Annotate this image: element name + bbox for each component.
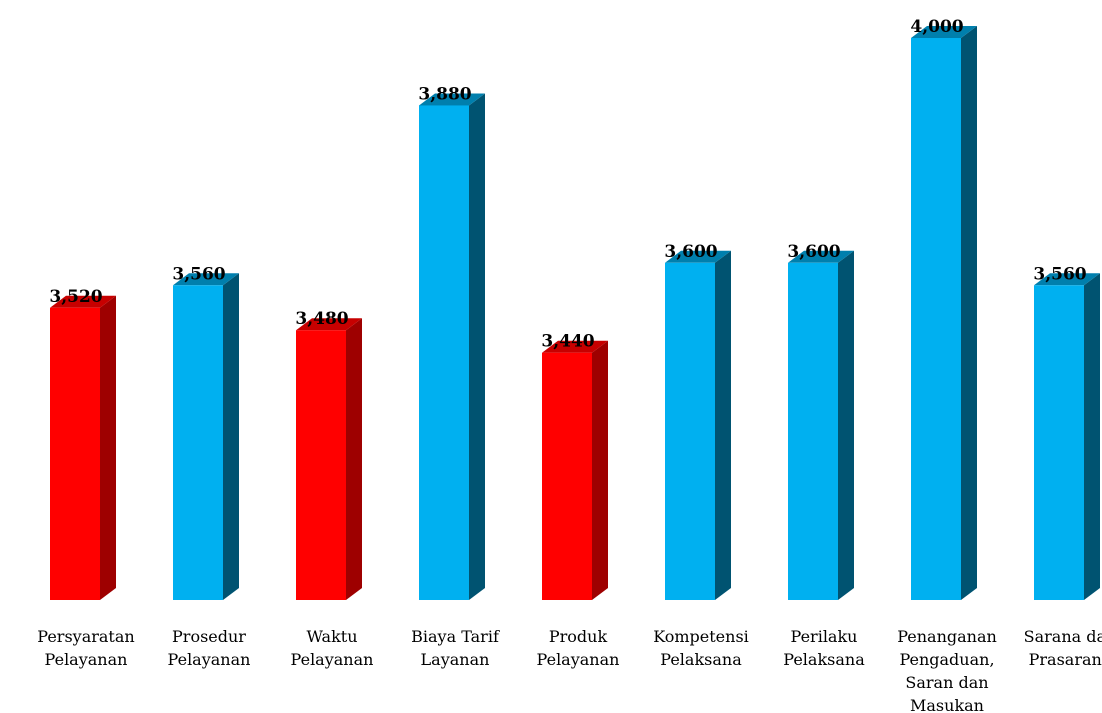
bar-side-face: [346, 318, 362, 600]
bar-3: [296, 318, 362, 600]
bar-side-face: [715, 250, 731, 601]
value-label: 3,520: [49, 287, 102, 307]
bar-side-face: [961, 26, 977, 600]
category-label: Penanganan Pengaduan, Saran dan Masukan: [897, 627, 997, 713]
value-label: 3,600: [787, 242, 840, 262]
bar-front-face: [665, 262, 715, 600]
bar-side-face: [469, 93, 485, 600]
bar-9: [1034, 273, 1100, 600]
value-label: 3,440: [541, 332, 594, 352]
bar-5: [542, 340, 608, 600]
bar-top-face: [788, 250, 854, 263]
bar-top-face: [542, 340, 608, 353]
bar-side-face: [838, 250, 854, 601]
value-label: 3,560: [172, 264, 225, 284]
bar-side-face: [1084, 273, 1100, 600]
bar-side-face: [592, 340, 608, 600]
bar-front-face: [911, 38, 961, 600]
bar-front-face: [50, 307, 100, 600]
bar-top-face: [1034, 273, 1100, 286]
bar-front-face: [542, 352, 592, 600]
bar-front-face: [296, 330, 346, 600]
category-label: Produk Pelayanan: [537, 627, 620, 669]
bar-top-face: [50, 295, 116, 308]
bar-top-face: [911, 26, 977, 38]
bar-side-face: [223, 273, 239, 600]
bar-6: [665, 250, 731, 601]
bar-front-face: [173, 285, 223, 600]
value-label: 3,480: [295, 309, 348, 329]
bar-side-face: [100, 295, 116, 600]
bar-1: [50, 295, 116, 600]
category-label: Prosedur Pelayanan: [168, 627, 251, 669]
category-label: Biaya Tarif Layanan: [411, 627, 500, 669]
bar-4: [419, 93, 485, 600]
value-label: 3,880: [418, 84, 471, 104]
bar-top-face: [173, 273, 239, 286]
category-label: Persyaratan Pelayanan: [37, 627, 134, 669]
bar-top-face: [419, 93, 485, 106]
bar-front-face: [419, 105, 469, 600]
bar-2: [173, 273, 239, 600]
category-label: Waktu Pelayanan: [291, 627, 374, 669]
category-label: Kompetensi Pelaksana: [653, 627, 749, 669]
category-label: Sarana danPrasarana: [1024, 627, 1102, 669]
bar-top-face: [665, 250, 731, 263]
category-label: Perilaku Pelaksana: [783, 627, 865, 669]
value-label: 3,600: [664, 242, 717, 262]
bar-8: [911, 26, 977, 600]
value-label: 3,560: [1033, 264, 1086, 284]
bar-top-face: [296, 318, 362, 331]
bar-front-face: [1034, 285, 1084, 600]
bar-7: [788, 250, 854, 601]
bar-front-face: [788, 262, 838, 600]
value-label: 4,000: [910, 17, 963, 37]
